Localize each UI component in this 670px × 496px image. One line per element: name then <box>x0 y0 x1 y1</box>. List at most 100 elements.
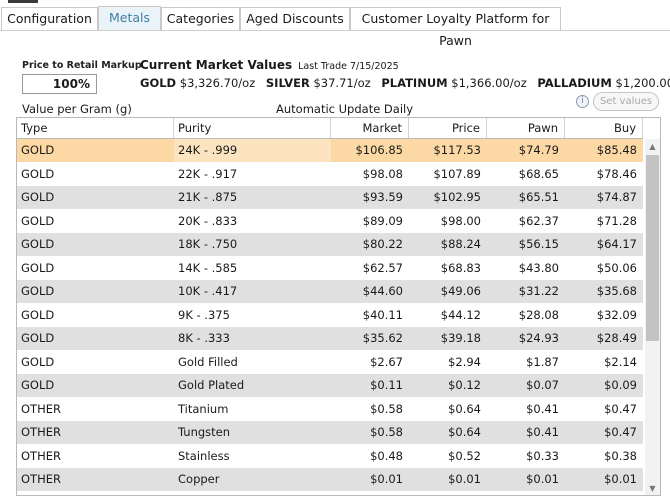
column-header-price[interactable]: Price <box>409 118 487 138</box>
cell-price: $0.64 <box>448 401 481 416</box>
cell-market: $62.57 <box>362 260 403 275</box>
cell-price: $0.12 <box>448 378 481 392</box>
table-row[interactable]: GOLD 9K - .375 $40.11 $44.12 $28.08 $32.… <box>17 304 643 327</box>
table-row[interactable]: GOLD 18K - .750 $80.22 $88.24 $56.15 $64… <box>17 233 643 257</box>
cell-price: $39.18 <box>440 331 481 345</box>
info-icon[interactable]: i <box>576 95 589 108</box>
cell-type: GOLD <box>21 213 55 228</box>
markup-label: Price to Retail Markup <box>22 60 142 71</box>
column-header-pawn[interactable]: Pawn <box>487 118 565 138</box>
cell-purity: 8K - .333 <box>178 331 230 345</box>
cell-type: GOLD <box>21 354 55 369</box>
cell-market: $40.11 <box>362 307 403 322</box>
cell-price: $107.89 <box>433 166 481 181</box>
cell-pawn: $56.15 <box>518 237 559 251</box>
scrollbar-thumb[interactable] <box>646 155 659 341</box>
table-row[interactable]: GOLD 20K - .833 $89.09 $98.00 $62.37 $71… <box>17 210 643 233</box>
cell-type: GOLD <box>21 260 55 275</box>
cell-purity: 14K - .585 <box>178 260 238 275</box>
cell-purity: 9K - .375 <box>178 307 230 322</box>
cell-market: $0.58 <box>370 425 403 439</box>
table-row[interactable]: GOLD Gold Filled $2.67 $2.94 $1.87 $2.14 <box>17 351 643 374</box>
cell-type: GOLD <box>21 190 55 204</box>
scroll-down-arrow-icon[interactable]: ▼ <box>649 484 656 493</box>
column-header-purity[interactable]: Purity <box>174 118 331 138</box>
set-values-button[interactable]: Set values <box>593 92 659 111</box>
palladium-price: $1,200.00/oz <box>615 76 670 90</box>
cell-pawn: $0.33 <box>526 448 559 463</box>
tab-metals[interactable]: Metals <box>98 6 161 31</box>
table-row[interactable]: GOLD 8K - .333 $35.62 $39.18 $24.93 $28.… <box>17 327 643 351</box>
market-values-heading: Current Market Values <box>140 58 293 72</box>
vertical-scrollbar[interactable]: ▲ ▼ <box>645 139 660 495</box>
cell-market: $106.85 <box>355 143 403 157</box>
cell-buy: $74.87 <box>596 190 637 204</box>
table-row[interactable]: OTHER Tungsten $0.58 $0.64 $0.41 $0.47 <box>17 421 643 445</box>
column-header-market[interactable]: Market <box>331 118 409 138</box>
table-row[interactable]: GOLD 14K - .585 $62.57 $68.83 $43.80 $50… <box>17 257 643 280</box>
cell-pawn: $24.93 <box>518 331 559 345</box>
cell-buy: $0.09 <box>604 378 637 392</box>
tab-categories[interactable]: Categories <box>161 7 240 30</box>
cell-buy: $35.68 <box>596 284 637 298</box>
cell-type: GOLD <box>21 378 55 392</box>
cell-buy: $28.49 <box>596 331 637 345</box>
cell-buy: $64.17 <box>596 237 637 251</box>
tab-aged-discounts[interactable]: Aged Discounts <box>240 7 350 30</box>
cell-purity[interactable]: 24K - .999 <box>174 139 331 162</box>
table-row[interactable]: GOLD Gold Plated $0.11 $0.12 $0.07 $0.09 <box>17 374 643 398</box>
tab-configuration[interactable]: Configuration <box>1 7 98 30</box>
palladium-label: PALLADIUM <box>537 76 612 90</box>
cell-market: $98.08 <box>362 166 403 181</box>
cell-type: GOLD <box>21 307 55 322</box>
table-row[interactable]: OTHER Titanium $0.58 $0.64 $0.41 $0.47 <box>17 398 643 421</box>
table-row[interactable]: GOLD 24K - .999 $106.85 $117.53 $74.79 $… <box>17 139 643 163</box>
cell-price: $2.94 <box>448 354 481 369</box>
cell-pawn: $74.79 <box>518 143 559 157</box>
cell-buy: $71.28 <box>596 213 637 228</box>
cell-type: GOLD <box>21 331 55 345</box>
column-header-buy[interactable]: Buy <box>565 118 643 138</box>
cell-market: $35.62 <box>362 331 403 345</box>
cell-market: $2.67 <box>370 354 403 369</box>
metals-grid: Type Purity Market Price Pawn Buy GOLD 2… <box>16 117 661 496</box>
gold-label: GOLD <box>140 76 177 90</box>
cell-buy: $0.38 <box>604 448 637 463</box>
cell-pawn: $65.51 <box>518 190 559 204</box>
tab-customer-loyalty[interactable]: Customer Loyalty Platform for Pawn <box>350 7 561 48</box>
grid-rows: GOLD 24K - .999 $106.85 $117.53 $74.79 $… <box>17 139 643 492</box>
table-row[interactable]: GOLD 21K - .875 $93.59 $102.95 $65.51 $7… <box>17 186 643 210</box>
platinum-price: $1,366.00/oz <box>451 76 527 90</box>
cell-buy: $50.06 <box>596 260 637 275</box>
cell-purity: Tungsten <box>178 425 231 439</box>
cell-type: OTHER <box>21 448 61 463</box>
cell-type: GOLD <box>21 143 55 157</box>
gold-price: $3,326.70/oz <box>179 76 256 90</box>
cell-buy: $0.01 <box>604 472 637 486</box>
market-values-title: Current Market Values Last Trade 7/15/202… <box>140 58 399 72</box>
cell-buy: $85.48 <box>596 143 637 157</box>
cell-pawn: $68.65 <box>518 166 559 181</box>
cell-market: $0.58 <box>370 401 403 416</box>
cell-price: $102.95 <box>433 190 481 204</box>
cell-price: $0.01 <box>448 472 481 486</box>
cell-market: $0.11 <box>370 378 403 392</box>
cell-purity: 21K - .875 <box>178 190 238 204</box>
table-row[interactable]: OTHER Copper $0.01 $0.01 $0.01 $0.01 <box>17 468 643 492</box>
cell-type: OTHER <box>21 472 61 486</box>
silver-price: $37.71/oz <box>313 76 371 90</box>
markup-input[interactable]: 100% <box>22 74 97 94</box>
table-row[interactable]: OTHER Stainless $0.48 $0.52 $0.33 $0.38 <box>17 445 643 468</box>
cell-type: GOLD <box>21 237 55 251</box>
cell-purity: Titanium <box>178 401 229 416</box>
cell-price: $44.12 <box>440 307 481 322</box>
cell-pawn: $31.22 <box>518 284 559 298</box>
scroll-up-arrow-icon[interactable]: ▲ <box>649 142 656 151</box>
cell-price: $49.06 <box>440 284 481 298</box>
table-row[interactable]: GOLD 10K - .417 $44.60 $49.06 $31.22 $35… <box>17 280 643 304</box>
cell-purity: Copper <box>178 472 220 486</box>
cell-buy: $78.46 <box>596 166 637 181</box>
column-header-type[interactable]: Type <box>17 118 174 138</box>
table-row[interactable]: GOLD 22K - .917 $98.08 $107.89 $68.65 $7… <box>17 163 643 186</box>
cell-type: OTHER <box>21 401 61 416</box>
